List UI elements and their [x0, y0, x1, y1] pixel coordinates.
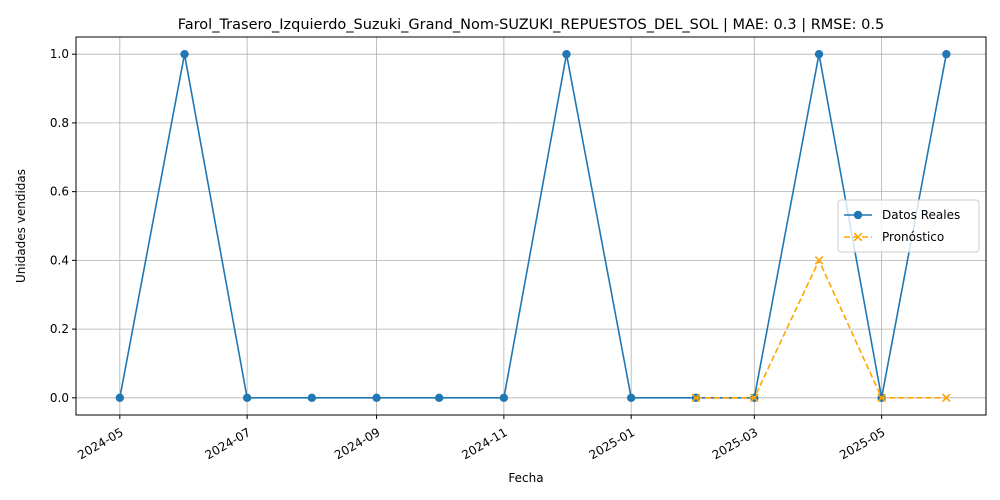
legend-marker	[853, 232, 863, 242]
data-point	[814, 255, 824, 265]
plot-background	[76, 37, 986, 415]
legend-marker	[853, 210, 863, 220]
y-axis: 0.0 0.2 0.4 0.6 0.8 1.0	[50, 47, 76, 405]
data-point	[499, 393, 509, 403]
data-point	[562, 49, 571, 59]
x-tick-label: 2024-05	[75, 425, 125, 462]
data-point	[180, 49, 189, 59]
x-tick-label: 2025-05	[837, 425, 887, 462]
y-tick-label: 0.6	[50, 185, 69, 199]
data-point	[942, 49, 951, 59]
data-point	[814, 49, 824, 59]
data-point	[115, 393, 125, 403]
legend-label: Pronóstico	[882, 230, 944, 244]
chart-title: Farol_Trasero_Izquierdo_Suzuki_Grand_Nom…	[178, 17, 884, 33]
data-point	[307, 393, 317, 403]
plot-frame	[75, 36, 987, 416]
y-axis-title: Unidades vendidas	[14, 169, 28, 283]
y-tick-label: 1.0	[50, 47, 69, 61]
y-tick-label: 0.0	[50, 391, 69, 405]
series-line	[119, 53, 948, 399]
data-point	[372, 393, 381, 403]
y-tick-label: 0.8	[50, 116, 69, 130]
data-point	[434, 393, 444, 403]
data-point	[877, 393, 887, 403]
legend-box	[837, 199, 980, 253]
x-tick-label: 2024-09	[332, 425, 382, 462]
data-point	[626, 393, 636, 403]
x-tick-label: 2024-11	[459, 425, 509, 462]
x-axis: 2024-05 2024-07 2024-09 2024-11 2025-01 2025-…	[75, 415, 888, 462]
y-tick-label: 0.2	[50, 322, 69, 336]
data-point	[749, 393, 759, 403]
series-1	[691, 255, 951, 403]
data-point	[242, 393, 252, 403]
x-tick-label: 2025-03	[710, 425, 760, 462]
x-tick-label: 2024-07	[203, 425, 253, 462]
series-layer	[115, 49, 951, 403]
x-tick-label: 2025-01	[587, 425, 637, 462]
data-point	[941, 393, 951, 403]
legend-label: Datos Reales	[882, 208, 960, 222]
grid	[76, 37, 986, 415]
legend: Datos Reales Pronóstico	[837, 199, 980, 253]
x-axis-title: Fecha	[508, 471, 543, 485]
y-tick-label: 0.4	[50, 253, 69, 267]
data-point	[691, 393, 701, 403]
